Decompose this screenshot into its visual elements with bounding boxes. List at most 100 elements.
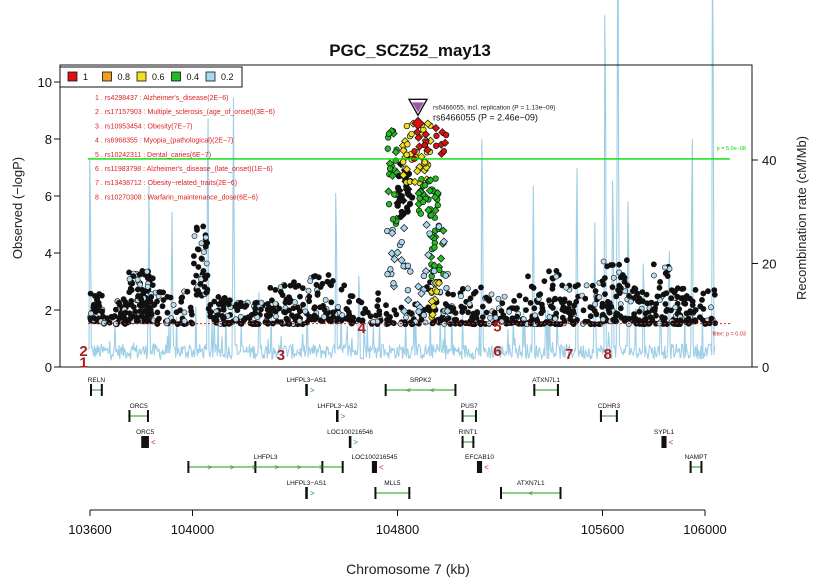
y-axis-right-label: Recombination rate (cM/Mb) bbox=[794, 136, 809, 300]
gene-body bbox=[476, 461, 483, 473]
association-item: 4 . rs6968355 : Myopia_(pathological)(2E… bbox=[95, 138, 233, 145]
snp-point bbox=[181, 318, 188, 324]
snp-point bbox=[400, 307, 409, 316]
snp-point bbox=[372, 312, 379, 319]
snp-point bbox=[622, 288, 629, 295]
y-tick-label-left: 6 bbox=[45, 189, 52, 204]
snp-point bbox=[566, 300, 573, 306]
snp-point bbox=[708, 315, 715, 322]
snp-point bbox=[596, 294, 603, 301]
gene-strand-arrow: > bbox=[353, 438, 358, 447]
snp-point bbox=[136, 302, 143, 309]
snp-point bbox=[339, 312, 346, 319]
snp-point bbox=[668, 307, 674, 314]
snp-point bbox=[322, 296, 329, 303]
association-item: 7 . rs13438712 : Obesity−related_traits(… bbox=[95, 180, 237, 187]
snp-point bbox=[384, 319, 391, 326]
snp-point bbox=[384, 145, 391, 152]
snp-point bbox=[479, 314, 486, 320]
snp-point bbox=[391, 147, 400, 157]
snp-point bbox=[415, 308, 422, 315]
snp-point bbox=[173, 309, 180, 316]
gene-exon bbox=[100, 384, 103, 396]
snp-point bbox=[116, 315, 123, 322]
association-item: 3 . rs10953454 : Obesity(7E−7) bbox=[95, 123, 192, 130]
snp-point bbox=[170, 301, 177, 308]
snp-point bbox=[439, 237, 449, 246]
snp-point bbox=[495, 295, 502, 302]
gene-label: LOC100216546 bbox=[327, 429, 373, 436]
snp-point bbox=[137, 293, 144, 300]
snp-point bbox=[501, 293, 508, 300]
snp-point bbox=[486, 296, 493, 303]
snp-point bbox=[682, 300, 689, 307]
snp-point bbox=[328, 299, 335, 306]
snp-point bbox=[394, 184, 402, 192]
snp-point bbox=[144, 283, 151, 290]
snp-point bbox=[571, 302, 577, 309]
snp-point bbox=[553, 267, 560, 274]
snp-point bbox=[398, 238, 405, 246]
gene-label: LHFPL3−AS1 bbox=[287, 480, 327, 487]
snp-point bbox=[443, 284, 450, 292]
gene-exon bbox=[374, 487, 377, 499]
snp-point bbox=[272, 313, 279, 320]
snp-point bbox=[228, 319, 234, 326]
plot-frame bbox=[59, 64, 753, 368]
snp-point bbox=[600, 258, 607, 265]
snp-point bbox=[413, 128, 422, 137]
y-axis-left: 0 2 4 6 8 10 bbox=[38, 75, 60, 375]
snp-point bbox=[300, 301, 306, 308]
snp-point bbox=[265, 319, 271, 326]
snp-point bbox=[479, 303, 486, 310]
snp-point bbox=[570, 309, 577, 316]
snp-point bbox=[546, 314, 553, 320]
snp-point bbox=[408, 194, 416, 201]
snp-point bbox=[553, 273, 560, 280]
snp-point bbox=[653, 312, 659, 319]
snp-point bbox=[297, 293, 303, 300]
snp-point bbox=[652, 305, 658, 312]
snp-point bbox=[439, 226, 448, 235]
snp-point bbox=[426, 307, 433, 314]
snp-point bbox=[408, 130, 415, 138]
gene-exon bbox=[408, 487, 411, 499]
snp-point bbox=[137, 281, 143, 288]
snp-point bbox=[428, 310, 437, 319]
gene-label: RINT1 bbox=[459, 429, 478, 436]
gene-label: PUS7 bbox=[461, 403, 478, 410]
snp-point bbox=[474, 309, 480, 315]
catalog-marker-label: 7 bbox=[565, 346, 573, 363]
gene-strand-arrow: < bbox=[528, 489, 533, 498]
legend-label: 0.8 bbox=[118, 72, 131, 82]
snp-point bbox=[467, 295, 474, 302]
legend-swatch bbox=[102, 71, 112, 82]
snp-point bbox=[616, 261, 622, 268]
gene-label: RELN bbox=[88, 377, 106, 384]
snp-point bbox=[589, 305, 596, 312]
snp-point bbox=[190, 279, 197, 286]
snp-point bbox=[569, 320, 576, 326]
snp-point bbox=[561, 298, 568, 305]
snp-point bbox=[220, 303, 227, 310]
gene-label: LOC100216545 bbox=[351, 454, 397, 461]
gene-label: CDHR3 bbox=[598, 403, 621, 410]
snp-point bbox=[408, 310, 415, 317]
snp-point bbox=[523, 307, 529, 313]
snp-point bbox=[602, 275, 608, 281]
snp-point bbox=[400, 158, 407, 166]
snp-point bbox=[477, 321, 484, 328]
snp-point bbox=[226, 297, 233, 304]
snp-point bbox=[139, 286, 146, 293]
gene-strand-arrow: > bbox=[274, 463, 279, 472]
catalog-marker-label: 1 bbox=[79, 354, 87, 371]
snp-point bbox=[621, 278, 628, 285]
snp-point bbox=[306, 298, 312, 305]
snp-point bbox=[671, 289, 678, 296]
snp-point bbox=[299, 285, 306, 291]
snp-point bbox=[267, 309, 273, 316]
snp-point bbox=[600, 316, 606, 323]
snp-point bbox=[403, 204, 411, 211]
snp-point bbox=[314, 290, 321, 296]
recombination-rate-series bbox=[87, 0, 716, 362]
